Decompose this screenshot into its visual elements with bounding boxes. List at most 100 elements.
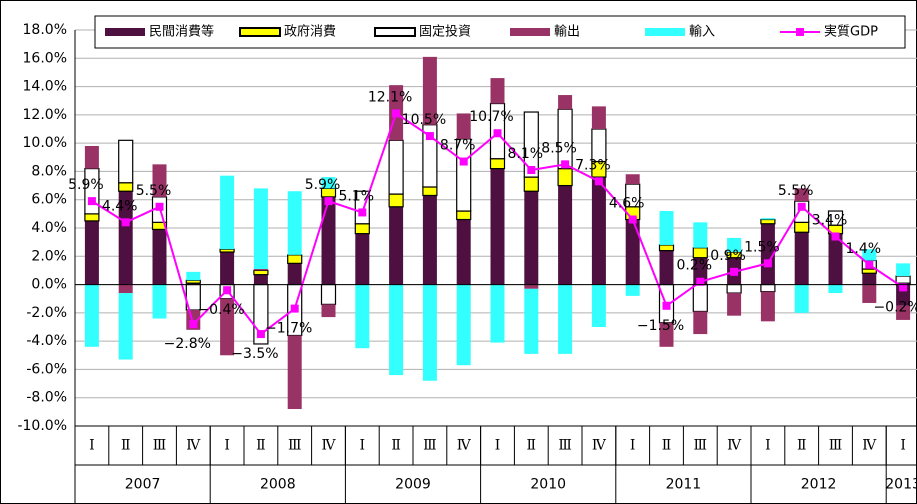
bar-segment	[524, 191, 539, 285]
bar-segment	[625, 219, 640, 285]
x-tick-label: Ⅳ	[457, 438, 472, 454]
gdp-marker	[425, 132, 434, 141]
bar-segment	[862, 284, 877, 303]
bar-segment	[794, 232, 809, 285]
bar-segment	[84, 145, 99, 169]
bar-segment	[253, 269, 269, 276]
data-label: −2.8%	[164, 336, 211, 352]
bar-segment	[422, 56, 437, 125]
axes: -10.0% -8.0% -6.0% -4.0% -2.0% 0.0% 2.0% 4.0% 6.…	[17, 22, 917, 504]
data-label: 4.6%	[609, 196, 645, 212]
x-tick-label: Ⅰ	[224, 438, 230, 454]
x-tick-label: Ⅲ	[558, 438, 572, 454]
bar-segment	[726, 251, 742, 259]
bar-segment	[422, 284, 437, 381]
bar-segment	[558, 284, 573, 354]
bar-segment	[895, 275, 911, 284]
gdp-marker	[459, 157, 468, 166]
x-tick-label: Ⅰ	[495, 438, 501, 454]
bar-segment	[321, 177, 336, 189]
legend-label: 輸入	[689, 25, 715, 40]
gdp-marker	[121, 218, 130, 227]
x-tick-label: Ⅳ	[727, 438, 742, 454]
bar-segment	[658, 244, 675, 252]
x-tick-label: Ⅱ	[391, 438, 401, 454]
bar-segment	[489, 158, 506, 170]
bar-segment	[355, 233, 370, 285]
bar-segment	[456, 219, 471, 285]
bar-segment	[354, 223, 370, 235]
bar-segment	[287, 335, 302, 410]
gdp-marker	[561, 160, 570, 169]
bar-segment	[827, 210, 844, 226]
bar-segment	[490, 78, 505, 104]
bar-segment	[220, 298, 235, 356]
x-tick-label: Ⅲ	[153, 438, 167, 454]
gdp-marker	[87, 197, 96, 206]
bar-segment	[84, 284, 99, 347]
data-label: 1.5%	[744, 239, 780, 255]
bar-segment	[557, 168, 573, 187]
gdp-marker	[256, 330, 265, 339]
bar-segment	[524, 284, 539, 289]
bar-segment	[794, 284, 809, 313]
gdp-marker	[730, 267, 739, 276]
bar-segment	[625, 183, 641, 208]
bar-segment	[760, 283, 776, 293]
legend-label: 輸出	[554, 25, 580, 40]
data-label: 10.7%	[469, 109, 513, 125]
bar-segment	[828, 233, 843, 285]
gdp-marker	[223, 286, 232, 295]
bar-segment	[152, 229, 167, 285]
bar-segment	[523, 111, 539, 178]
bar-segment	[253, 188, 268, 270]
data-label: −1.5%	[637, 318, 684, 334]
bar-segment	[422, 186, 438, 197]
bar-segment	[862, 273, 877, 285]
bar-segment	[287, 263, 302, 285]
bar-segment	[118, 284, 133, 294]
bar-segment	[693, 311, 708, 335]
x-tick-label: Ⅳ	[322, 438, 337, 454]
x-tick-label: Ⅱ	[256, 438, 266, 454]
bar-segment	[118, 293, 133, 360]
data-label: −3.5%	[231, 346, 278, 362]
gdp-marker	[831, 232, 840, 241]
legend-swatch	[510, 28, 550, 36]
bar-segment	[388, 139, 404, 195]
bar-segment	[321, 196, 336, 285]
bar-segment	[523, 176, 539, 192]
data-label: 5.5%	[136, 183, 172, 199]
bar-segment	[760, 218, 776, 225]
year-label: 2011	[666, 477, 702, 493]
data-label: 8.5%	[541, 140, 577, 156]
bar-segment	[490, 168, 505, 285]
bar-segment	[287, 191, 302, 255]
bar-segment	[186, 283, 201, 285]
data-label: 5.5%	[778, 183, 814, 199]
gdp-marker	[155, 202, 164, 211]
bar-segment	[320, 283, 337, 305]
bar-segment	[591, 106, 606, 129]
bar-segment	[253, 269, 268, 271]
legend-swatch	[239, 27, 281, 37]
bar-segment	[456, 113, 471, 139]
x-tick-label: Ⅱ	[662, 438, 672, 454]
gdp-marker	[865, 260, 874, 269]
bar-segment	[861, 268, 877, 274]
bar-segment	[727, 237, 742, 253]
gdp-marker	[527, 166, 536, 175]
y-tick-label: 12.0%	[23, 107, 67, 123]
bar-segment	[794, 188, 809, 202]
data-label: 0.2%	[677, 258, 713, 274]
bar-segment	[828, 284, 843, 294]
legend-marker	[796, 28, 804, 36]
bar-segment	[456, 210, 472, 221]
bar-segment	[456, 284, 471, 366]
bar-segment	[84, 213, 100, 222]
bar-segment	[659, 211, 674, 245]
x-tick-label: Ⅲ	[423, 438, 437, 454]
x-tick-label: Ⅰ	[765, 438, 771, 454]
gdp-marker	[493, 129, 502, 138]
